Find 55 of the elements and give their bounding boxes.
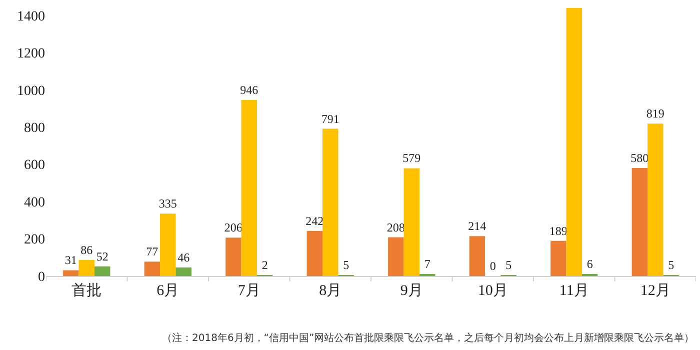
data-label: 7 — [424, 257, 430, 271]
bar — [63, 270, 79, 276]
bar — [322, 128, 338, 276]
bar — [144, 262, 160, 276]
data-label: 77 — [146, 244, 158, 259]
x-tick-label: 6月 — [156, 283, 180, 299]
data-label: 5 — [343, 258, 350, 272]
bar — [648, 124, 664, 276]
data-label: 31 — [64, 253, 77, 268]
x-tick-label: 首批 — [72, 282, 102, 299]
data-label: 335 — [158, 196, 177, 211]
x-tick-label: 12月 — [640, 283, 670, 299]
bar — [566, 8, 582, 276]
x-tick-label: 9月 — [400, 283, 423, 299]
data-label: 5 — [668, 258, 674, 272]
x-tick-label: 8月 — [319, 283, 342, 299]
bar — [160, 214, 176, 276]
bar — [94, 266, 110, 276]
data-label: 189 — [549, 224, 568, 238]
x-tick-label: 7月 — [238, 283, 260, 299]
data-label: 214 — [468, 219, 486, 234]
y-tick-label: 1400 — [17, 9, 45, 24]
bar — [388, 237, 404, 276]
data-label: 819 — [646, 106, 664, 121]
bar — [241, 100, 257, 276]
data-label: 52 — [96, 249, 108, 264]
bar — [404, 168, 420, 276]
data-label: 6 — [586, 257, 593, 271]
y-tick-label: 1000 — [17, 84, 45, 99]
data-label: 208 — [386, 220, 405, 234]
data-label: 86 — [80, 242, 93, 257]
bar — [632, 168, 648, 276]
y-tick-label: 0 — [38, 270, 45, 285]
y-tick-label: 1200 — [17, 46, 45, 62]
data-label: 579 — [402, 151, 421, 166]
bar — [176, 267, 192, 276]
bar — [306, 230, 323, 276]
bar — [469, 236, 486, 276]
data-label: 2 — [262, 258, 268, 272]
bar — [226, 238, 242, 276]
data-label: 206 — [224, 220, 242, 235]
data-label: 791 — [321, 112, 340, 126]
data-label: 946 — [240, 82, 258, 97]
y-tick-label: 400 — [24, 195, 45, 210]
bar — [78, 260, 94, 276]
text: （注：2018年6月初，“信用中国”网站公布首批限乘限飞公示名单，之后每个月初均会公布上月新增限乘限飞公示名单） — [162, 332, 694, 344]
data-label: 46 — [178, 250, 190, 264]
data-label: 5 — [506, 258, 512, 272]
y-tick-label: 800 — [24, 121, 45, 136]
y-tick-label: 600 — [24, 158, 45, 174]
y-tick-label: 200 — [24, 232, 45, 248]
bar — [550, 240, 566, 276]
x-tick-label: 10月 — [478, 283, 508, 299]
x-tick-label: 11月 — [559, 283, 589, 299]
data-label: 0 — [490, 259, 496, 273]
